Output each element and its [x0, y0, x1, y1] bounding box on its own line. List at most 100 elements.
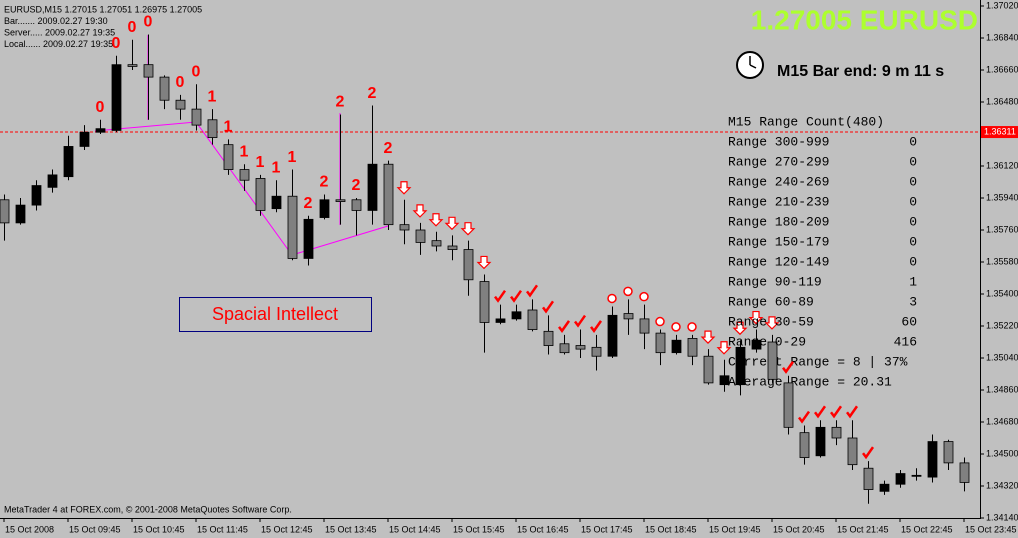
- down-arrow: [716, 341, 732, 355]
- clock-hand: [749, 64, 757, 69]
- range-label: Range 180-209: [728, 214, 829, 229]
- wave-label: 2: [368, 85, 377, 102]
- candle-body: [255, 178, 266, 211]
- wave-label: 1: [208, 88, 217, 105]
- candle-body: [495, 318, 506, 323]
- info-line: EURUSD,M15 1.27015 1.27051 1.26975 1.270…: [4, 4, 202, 14]
- check-mark: [510, 289, 523, 303]
- check-mark: [862, 446, 875, 460]
- check-mark: [590, 320, 603, 334]
- candle-body: [319, 199, 330, 218]
- range-current: Current Range = 8 | 37%: [728, 354, 908, 369]
- candle-body: [207, 119, 218, 138]
- candle-body: [575, 345, 586, 350]
- candle-body: [399, 224, 410, 231]
- y-tick-label: 1.34500: [986, 448, 1018, 458]
- x-tick-label: 15 Oct 09:45: [69, 524, 121, 534]
- candle-body: [847, 437, 858, 466]
- candle-body: [223, 144, 234, 170]
- wave-label: 2: [352, 177, 361, 194]
- candle-body: [127, 64, 138, 67]
- price-title: 1.27005 EURUSD: [751, 4, 978, 35]
- check-mark: [494, 289, 507, 303]
- candle-body: [927, 441, 938, 478]
- candle-body: [143, 64, 154, 78]
- candle-body: [335, 199, 346, 202]
- range-count: 0: [909, 194, 917, 209]
- range-label: Range 240-269: [728, 174, 829, 189]
- range-count: 0: [909, 254, 917, 269]
- candle-body: [687, 338, 698, 357]
- range-label: Range 90-119: [728, 274, 822, 289]
- candle-body: [639, 318, 650, 334]
- wave-label: 1: [224, 119, 233, 136]
- footer: MetaTrader 4 at FOREX.com, © 2001-2008 M…: [4, 504, 292, 514]
- range-label: Range 300-999: [728, 134, 829, 149]
- candle-body: [831, 426, 842, 439]
- candle-body: [367, 163, 378, 211]
- y-tick-label: 1.36660: [986, 64, 1018, 74]
- y-tick-label: 1.34680: [986, 416, 1018, 426]
- range-label: Range 150-179: [728, 234, 829, 249]
- down-arrow: [764, 316, 780, 330]
- range-count: 3: [909, 294, 917, 309]
- check-mark: [574, 314, 587, 328]
- wave-label: 1: [272, 159, 281, 176]
- x-tick-label: 15 Oct 17:45: [581, 524, 633, 534]
- candle-body: [31, 185, 42, 206]
- candle-body: [383, 163, 394, 226]
- candle-body: [559, 343, 570, 354]
- range-count: 0: [909, 214, 917, 229]
- clock: [736, 51, 764, 79]
- range-label: Range 30-59: [728, 314, 814, 329]
- y-tick-label: 1.35400: [986, 288, 1018, 298]
- range-count: 0: [909, 154, 917, 169]
- x-tick-label: 15 Oct 22:45: [901, 524, 953, 534]
- x-tick-label: 15 Oct 23:45: [965, 524, 1017, 534]
- signal-icon: [655, 316, 665, 327]
- info-line: Local...... 2009.02.27 19:35: [4, 39, 113, 49]
- price-tag: [981, 126, 1018, 139]
- candle-body: [815, 426, 826, 457]
- candle-body: [911, 474, 922, 477]
- wave-label: 0: [128, 19, 137, 36]
- wave-label: 2: [320, 174, 329, 191]
- down-arrow: [428, 213, 444, 227]
- wave-label: 2: [336, 94, 345, 111]
- check-mark: [798, 410, 811, 424]
- wave-label: 1: [288, 149, 297, 166]
- candle-body: [783, 382, 794, 428]
- wave-label: 2: [384, 140, 393, 157]
- candle-body: [415, 229, 426, 243]
- x-tick-label: 15 Oct 20:45: [773, 524, 825, 534]
- candle-body: [799, 432, 810, 458]
- box: [179, 297, 372, 332]
- box-label: Spacial Intellect: [212, 304, 338, 324]
- candle-body: [719, 375, 730, 386]
- candle-body: [175, 99, 186, 110]
- signal-icon: [671, 322, 681, 332]
- range-count: 0: [909, 174, 917, 189]
- candle-body: [767, 341, 778, 380]
- y-tick-label: 1.34860: [986, 384, 1018, 394]
- candle-body: [607, 314, 618, 357]
- range-count: 60: [901, 314, 917, 329]
- x-tick-label: 15 Oct 14:45: [389, 524, 441, 534]
- signal-icon: [639, 291, 649, 302]
- candle-body: [511, 311, 522, 320]
- x-tick-label: 15 Oct 12:45: [261, 524, 313, 534]
- check-mark: [542, 300, 555, 314]
- candle-body: [655, 332, 666, 354]
- wave-label: 0: [192, 63, 201, 80]
- x-tick-label: 15 Oct 21:45: [837, 524, 889, 534]
- range-label: Range 270-299: [728, 154, 829, 169]
- bar-end: M15 Bar end: 9 m 11 s: [777, 63, 944, 80]
- y-tick-label: 1.36840: [986, 32, 1018, 42]
- candle-body: [47, 174, 58, 188]
- check-mark: [526, 284, 539, 298]
- y-tick-label: 1.35040: [986, 352, 1018, 362]
- range-label: Range 0-29: [728, 334, 806, 349]
- candle-body: [751, 339, 762, 350]
